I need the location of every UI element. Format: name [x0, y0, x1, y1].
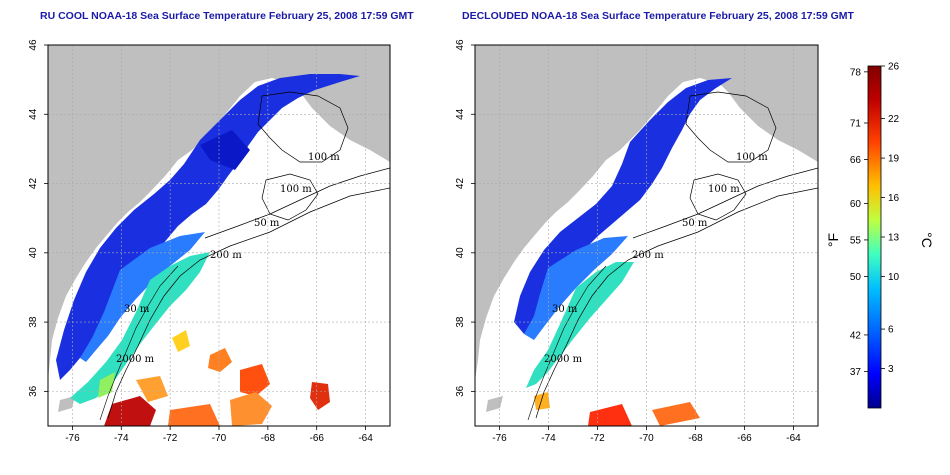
left-lon-tick-label: -68 [261, 433, 276, 444]
right-contour-label-5: 30 m [552, 304, 578, 315]
left-contour-label-6: 2000 m [116, 354, 155, 365]
right-map-land [475, 45, 818, 380]
right-lat-tick-label: 36 [455, 385, 466, 397]
left-lon-tick-label: -76 [65, 433, 80, 444]
fahrenheit-tick-label: 60 [850, 199, 862, 210]
right-map-sst-yellow [534, 392, 550, 410]
right-lat-tick-label: 44 [455, 108, 466, 120]
right-lon-tick-label: -76 [492, 433, 507, 444]
left-contour-label-2: 100 m [280, 184, 312, 195]
left-lon-tick-label: -72 [163, 433, 178, 444]
right-lat-tick-label: 42 [455, 178, 466, 190]
right-map-grid [475, 44, 818, 426]
right-lat-tick-label: 38 [455, 316, 466, 328]
left-lat-tick-label: 36 [28, 385, 39, 397]
celsius-tick-label: 10 [888, 272, 900, 283]
right-map-title: DECLOUDED NOAA-18 Sea Surface Temperatur… [462, 10, 854, 22]
left-map-sst-yellow [172, 330, 190, 352]
right-map-contour-2000m [535, 187, 818, 419]
right-lon-tick-label: -74 [541, 433, 556, 444]
celsius-tick-label: 19 [888, 154, 900, 165]
right-lon-tick-label: -64 [786, 433, 801, 444]
fahrenheit-tick-label: 37 [850, 367, 862, 378]
left-map-sst-dark [200, 130, 250, 170]
right-contour-label-2: 100 m [708, 184, 740, 195]
right-map-land-cape [486, 396, 503, 412]
left-lat-tick-label: 46 [28, 39, 39, 51]
right-contour-label-6: 2000 m [544, 354, 583, 365]
celsius-label: °C [919, 232, 935, 248]
left-map-sst-warm4 [168, 404, 220, 426]
left-lon-tick-label: -64 [358, 433, 373, 444]
left-lat-tick-label: 42 [28, 178, 39, 190]
celsius-tick-label: 22 [888, 114, 900, 125]
right-map: 100 m 100 m 50 m 200 m 30 m 2000 m -76 -7… [455, 39, 819, 444]
fahrenheit-tick-label: 42 [850, 330, 862, 341]
colorbar: 26 22 19 16 13 10 6 3 78 71 66 60 55 50 42 37 °F °C [825, 62, 935, 409]
right-contour-label-3: 50 m [682, 218, 708, 229]
left-map-sst-red [104, 396, 156, 426]
left-contour-label-1: 100 m [308, 152, 340, 163]
right-map-sst-cyan [526, 262, 634, 388]
left-map-sst-mid [80, 232, 205, 362]
left-map-title: RU COOL NOAA-18 Sea Surface Temperature … [40, 10, 414, 22]
celsius-tick-label: 3 [888, 364, 894, 375]
left-lat-tick-label: 38 [28, 316, 39, 328]
right-contour-label-4: 200 m [632, 250, 664, 261]
right-map-contour-30m [527, 265, 607, 421]
left-map: 100 m 100 m 50 m 200 m 30 m 2000 m -76 -7… [28, 39, 391, 444]
right-lon-tick-label: -68 [688, 433, 703, 444]
left-lat-tick-label: 40 [28, 247, 39, 259]
right-lat-tick-label: 46 [455, 39, 466, 51]
colorbar-scale [867, 65, 882, 409]
right-map-contour-50m [689, 173, 747, 221]
left-map-ticks: -76 -74 -72 -70 -68 -66 -64 36 38 40 42 44 46 [28, 39, 373, 444]
celsius-tick-label: 26 [888, 62, 900, 73]
left-map-contour-50m [261, 173, 319, 221]
right-lon-tick-label: -66 [737, 433, 752, 444]
left-map-sst-warm5 [136, 376, 168, 402]
right-map-contour-100m [685, 91, 777, 163]
left-map-sst-orange [208, 348, 232, 372]
left-map-sst-cyan [70, 252, 210, 404]
fahrenheit-tick-label: 71 [850, 119, 862, 130]
left-map-contour-30m [99, 265, 179, 421]
left-map-sst-warm2 [230, 392, 272, 426]
left-contour-label-3: 50 m [254, 218, 280, 229]
left-lat-tick-label: 44 [28, 108, 39, 120]
fahrenheit-tick-label: 50 [850, 272, 862, 283]
fahrenheit-label: °F [825, 233, 841, 247]
left-map-land-cape [58, 396, 75, 412]
left-lon-tick-label: -66 [309, 433, 324, 444]
left-lon-tick-label: -70 [212, 433, 227, 444]
left-map-sst-warm1 [240, 364, 270, 396]
left-lon-tick-label: -74 [114, 433, 129, 444]
right-lon-tick-label: -70 [639, 433, 654, 444]
celsius-tick-label: 16 [888, 193, 900, 204]
fahrenheit-tick-label: 55 [850, 235, 862, 246]
colorbar-ticks: 26 22 19 16 13 10 6 3 78 71 66 60 55 50 42 37 [850, 62, 900, 378]
right-map-sst-red [588, 404, 632, 426]
right-map-ticks: -76 -74 -72 -70 -68 -66 -64 36 38 40 42 44 46 [455, 39, 801, 444]
right-lat-tick-label: 40 [455, 247, 466, 259]
left-map-contour-200m [204, 167, 390, 239]
celsius-tick-label: 13 [888, 233, 900, 244]
right-contour-label-1: 100 m [736, 152, 768, 163]
right-map-sst-orange [652, 402, 700, 426]
left-map-land [48, 45, 390, 380]
left-map-contour-2000m [107, 187, 390, 419]
left-map-sst-green [98, 372, 115, 398]
celsius-tick-label: 6 [888, 325, 894, 336]
left-map-contour-100m [257, 91, 349, 163]
right-lon-tick-label: -72 [590, 433, 605, 444]
fahrenheit-tick-label: 78 [850, 67, 862, 78]
left-contour-label-4: 200 m [210, 250, 242, 261]
left-map-sst-warm3 [310, 382, 330, 410]
fahrenheit-tick-label: 66 [850, 155, 862, 166]
left-contour-label-5: 30 m [124, 304, 150, 315]
right-map-contour-200m [632, 167, 818, 239]
